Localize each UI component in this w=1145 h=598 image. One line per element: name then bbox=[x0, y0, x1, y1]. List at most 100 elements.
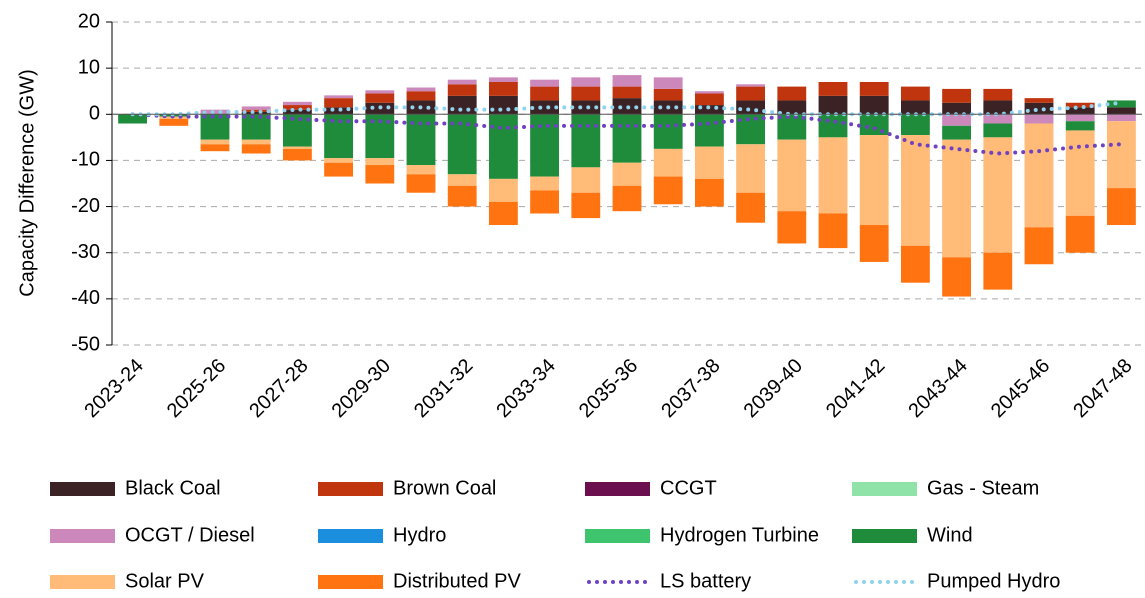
y-tick-label: 20 bbox=[78, 10, 100, 32]
bar bbox=[612, 86, 642, 99]
bar bbox=[571, 167, 601, 193]
legend-swatch bbox=[852, 529, 917, 543]
bar bbox=[488, 77, 518, 82]
bar bbox=[447, 95, 477, 115]
bar bbox=[900, 135, 930, 246]
bar bbox=[983, 137, 1013, 253]
bar bbox=[406, 174, 436, 193]
bar bbox=[324, 158, 354, 163]
bar bbox=[406, 87, 436, 92]
bar bbox=[983, 88, 1013, 101]
x-tick-label: 2047-48 bbox=[1069, 355, 1136, 422]
bar bbox=[1106, 107, 1136, 115]
bar bbox=[488, 95, 518, 115]
legend-label: CCGT bbox=[660, 477, 717, 499]
bar bbox=[736, 86, 766, 101]
bar bbox=[818, 95, 848, 115]
y-tick-label: -30 bbox=[71, 241, 100, 263]
bar bbox=[282, 146, 312, 149]
bar bbox=[324, 162, 354, 177]
bar bbox=[777, 139, 807, 212]
bar bbox=[736, 192, 766, 223]
legend-label: Brown Coal bbox=[393, 477, 496, 499]
bar bbox=[694, 93, 724, 106]
legend-label: Solar PV bbox=[125, 570, 205, 592]
bar bbox=[983, 100, 1013, 115]
legend-swatch bbox=[318, 575, 383, 589]
bar bbox=[1065, 114, 1095, 122]
x-tick-label: 2039-40 bbox=[740, 355, 807, 422]
bar bbox=[1024, 114, 1054, 124]
bar bbox=[942, 102, 972, 115]
bar bbox=[530, 86, 560, 101]
bar bbox=[241, 109, 271, 112]
bar bbox=[942, 257, 972, 297]
bar bbox=[324, 98, 354, 108]
bar bbox=[900, 100, 930, 115]
x-tick-label: 2027-28 bbox=[245, 355, 312, 422]
bar bbox=[571, 100, 601, 115]
bar bbox=[530, 190, 560, 214]
bar bbox=[282, 148, 312, 161]
bar bbox=[777, 114, 807, 140]
bar bbox=[942, 88, 972, 103]
bar bbox=[900, 86, 930, 101]
bar bbox=[488, 178, 518, 202]
bar bbox=[1106, 100, 1136, 108]
bar bbox=[612, 114, 642, 163]
bar bbox=[1024, 123, 1054, 228]
bar bbox=[818, 114, 848, 138]
bar bbox=[1065, 107, 1095, 115]
bar bbox=[200, 144, 230, 152]
bar bbox=[530, 79, 560, 87]
bar bbox=[488, 201, 518, 226]
bar bbox=[818, 213, 848, 249]
x-tick-label: 2029-30 bbox=[328, 355, 395, 422]
bar bbox=[200, 139, 230, 145]
bar bbox=[653, 114, 683, 149]
bar bbox=[1106, 188, 1136, 226]
bar bbox=[241, 139, 271, 145]
legend-swatch bbox=[318, 482, 383, 496]
bar bbox=[818, 137, 848, 214]
bar bbox=[777, 86, 807, 101]
bar bbox=[241, 144, 271, 154]
bar bbox=[159, 118, 189, 126]
legend-swatch bbox=[852, 482, 917, 496]
legend-label: Wind bbox=[927, 524, 973, 546]
x-tick-label: 2025-26 bbox=[163, 355, 230, 422]
legend-label: OCGT / Diesel bbox=[125, 524, 255, 546]
bar bbox=[571, 86, 601, 101]
bar bbox=[241, 114, 271, 140]
legend-swatch bbox=[318, 529, 383, 543]
bar bbox=[530, 176, 560, 191]
bar bbox=[859, 81, 889, 96]
bar bbox=[1065, 130, 1095, 216]
bar bbox=[777, 100, 807, 115]
bar bbox=[365, 158, 395, 166]
legend-label: Distributed PV bbox=[393, 570, 521, 592]
legend-label: Pumped Hydro bbox=[927, 570, 1060, 592]
bar bbox=[118, 114, 148, 124]
bar bbox=[859, 135, 889, 226]
legend-label: Black Coal bbox=[125, 477, 221, 499]
bar bbox=[447, 79, 477, 85]
bar bbox=[859, 95, 889, 115]
bar bbox=[983, 123, 1013, 138]
bar bbox=[282, 109, 312, 115]
bar bbox=[241, 111, 271, 115]
bar bbox=[1106, 114, 1136, 122]
legend-label: Gas - Steam bbox=[927, 477, 1039, 499]
bar bbox=[1065, 215, 1095, 253]
x-tick-label: 2041-42 bbox=[822, 355, 889, 422]
bar bbox=[365, 93, 395, 103]
bar bbox=[200, 109, 230, 115]
bar bbox=[530, 100, 560, 115]
bar bbox=[324, 95, 354, 99]
bar bbox=[900, 114, 930, 136]
bar bbox=[900, 245, 930, 283]
x-tick-label: 2033-34 bbox=[492, 355, 559, 422]
x-tick-label: 2035-36 bbox=[575, 355, 642, 422]
bar bbox=[406, 165, 436, 175]
